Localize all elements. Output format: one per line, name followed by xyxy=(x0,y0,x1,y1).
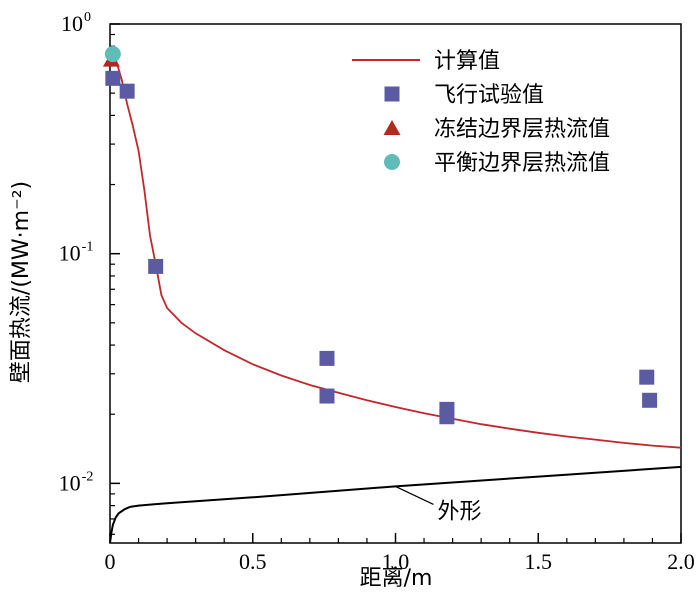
legend-label: 平衡边界层热流值 xyxy=(434,151,610,176)
data-point-series-1 xyxy=(148,258,164,274)
y-axis: 100 10-1 10-2 xyxy=(59,10,120,535)
x-axis-label: 距离/m xyxy=(360,566,433,591)
data-point-series-1 xyxy=(319,350,335,366)
x-tick-label: 1.5 xyxy=(525,549,553,574)
plot-frame xyxy=(109,23,682,544)
legend-swatch-circle xyxy=(384,154,400,170)
y-axis-label: 壁面热流/(MW·m⁻²) xyxy=(9,181,34,383)
y-tick-label: 10-1 xyxy=(59,240,94,266)
annotation-leader xyxy=(395,485,434,505)
series-layer xyxy=(102,46,682,544)
legend-swatch-square xyxy=(384,86,400,102)
annotation-outline: 外形 xyxy=(438,499,482,524)
data-point-series-1 xyxy=(642,392,658,408)
data-point-series-3 xyxy=(104,46,121,63)
data-point-series-1 xyxy=(319,388,335,404)
data-point-series-1 xyxy=(439,409,455,425)
series-calculated-line xyxy=(109,55,682,449)
data-point-series-1 xyxy=(105,70,121,86)
y-tick-label: 10-2 xyxy=(59,469,94,495)
y-tick-label: 100 xyxy=(61,10,91,36)
series-outline-line xyxy=(109,465,682,544)
legend-label: 计算值 xyxy=(434,49,500,74)
x-tick-label: 2.0 xyxy=(667,549,695,574)
x-tick-label: 1.0 xyxy=(382,549,410,574)
data-point-series-1 xyxy=(639,369,655,385)
x-tick-label: 0.5 xyxy=(239,549,267,574)
legend-swatch-triangle xyxy=(383,120,401,135)
legend-label: 冻结边界层热流值 xyxy=(434,117,610,142)
x-axis: 0 0.5 1.0 1.5 2.0 xyxy=(105,533,695,574)
x-tick-label: 0 xyxy=(105,549,116,574)
data-point-series-1 xyxy=(119,83,135,99)
legend-label: 飞行试验值 xyxy=(434,83,544,108)
